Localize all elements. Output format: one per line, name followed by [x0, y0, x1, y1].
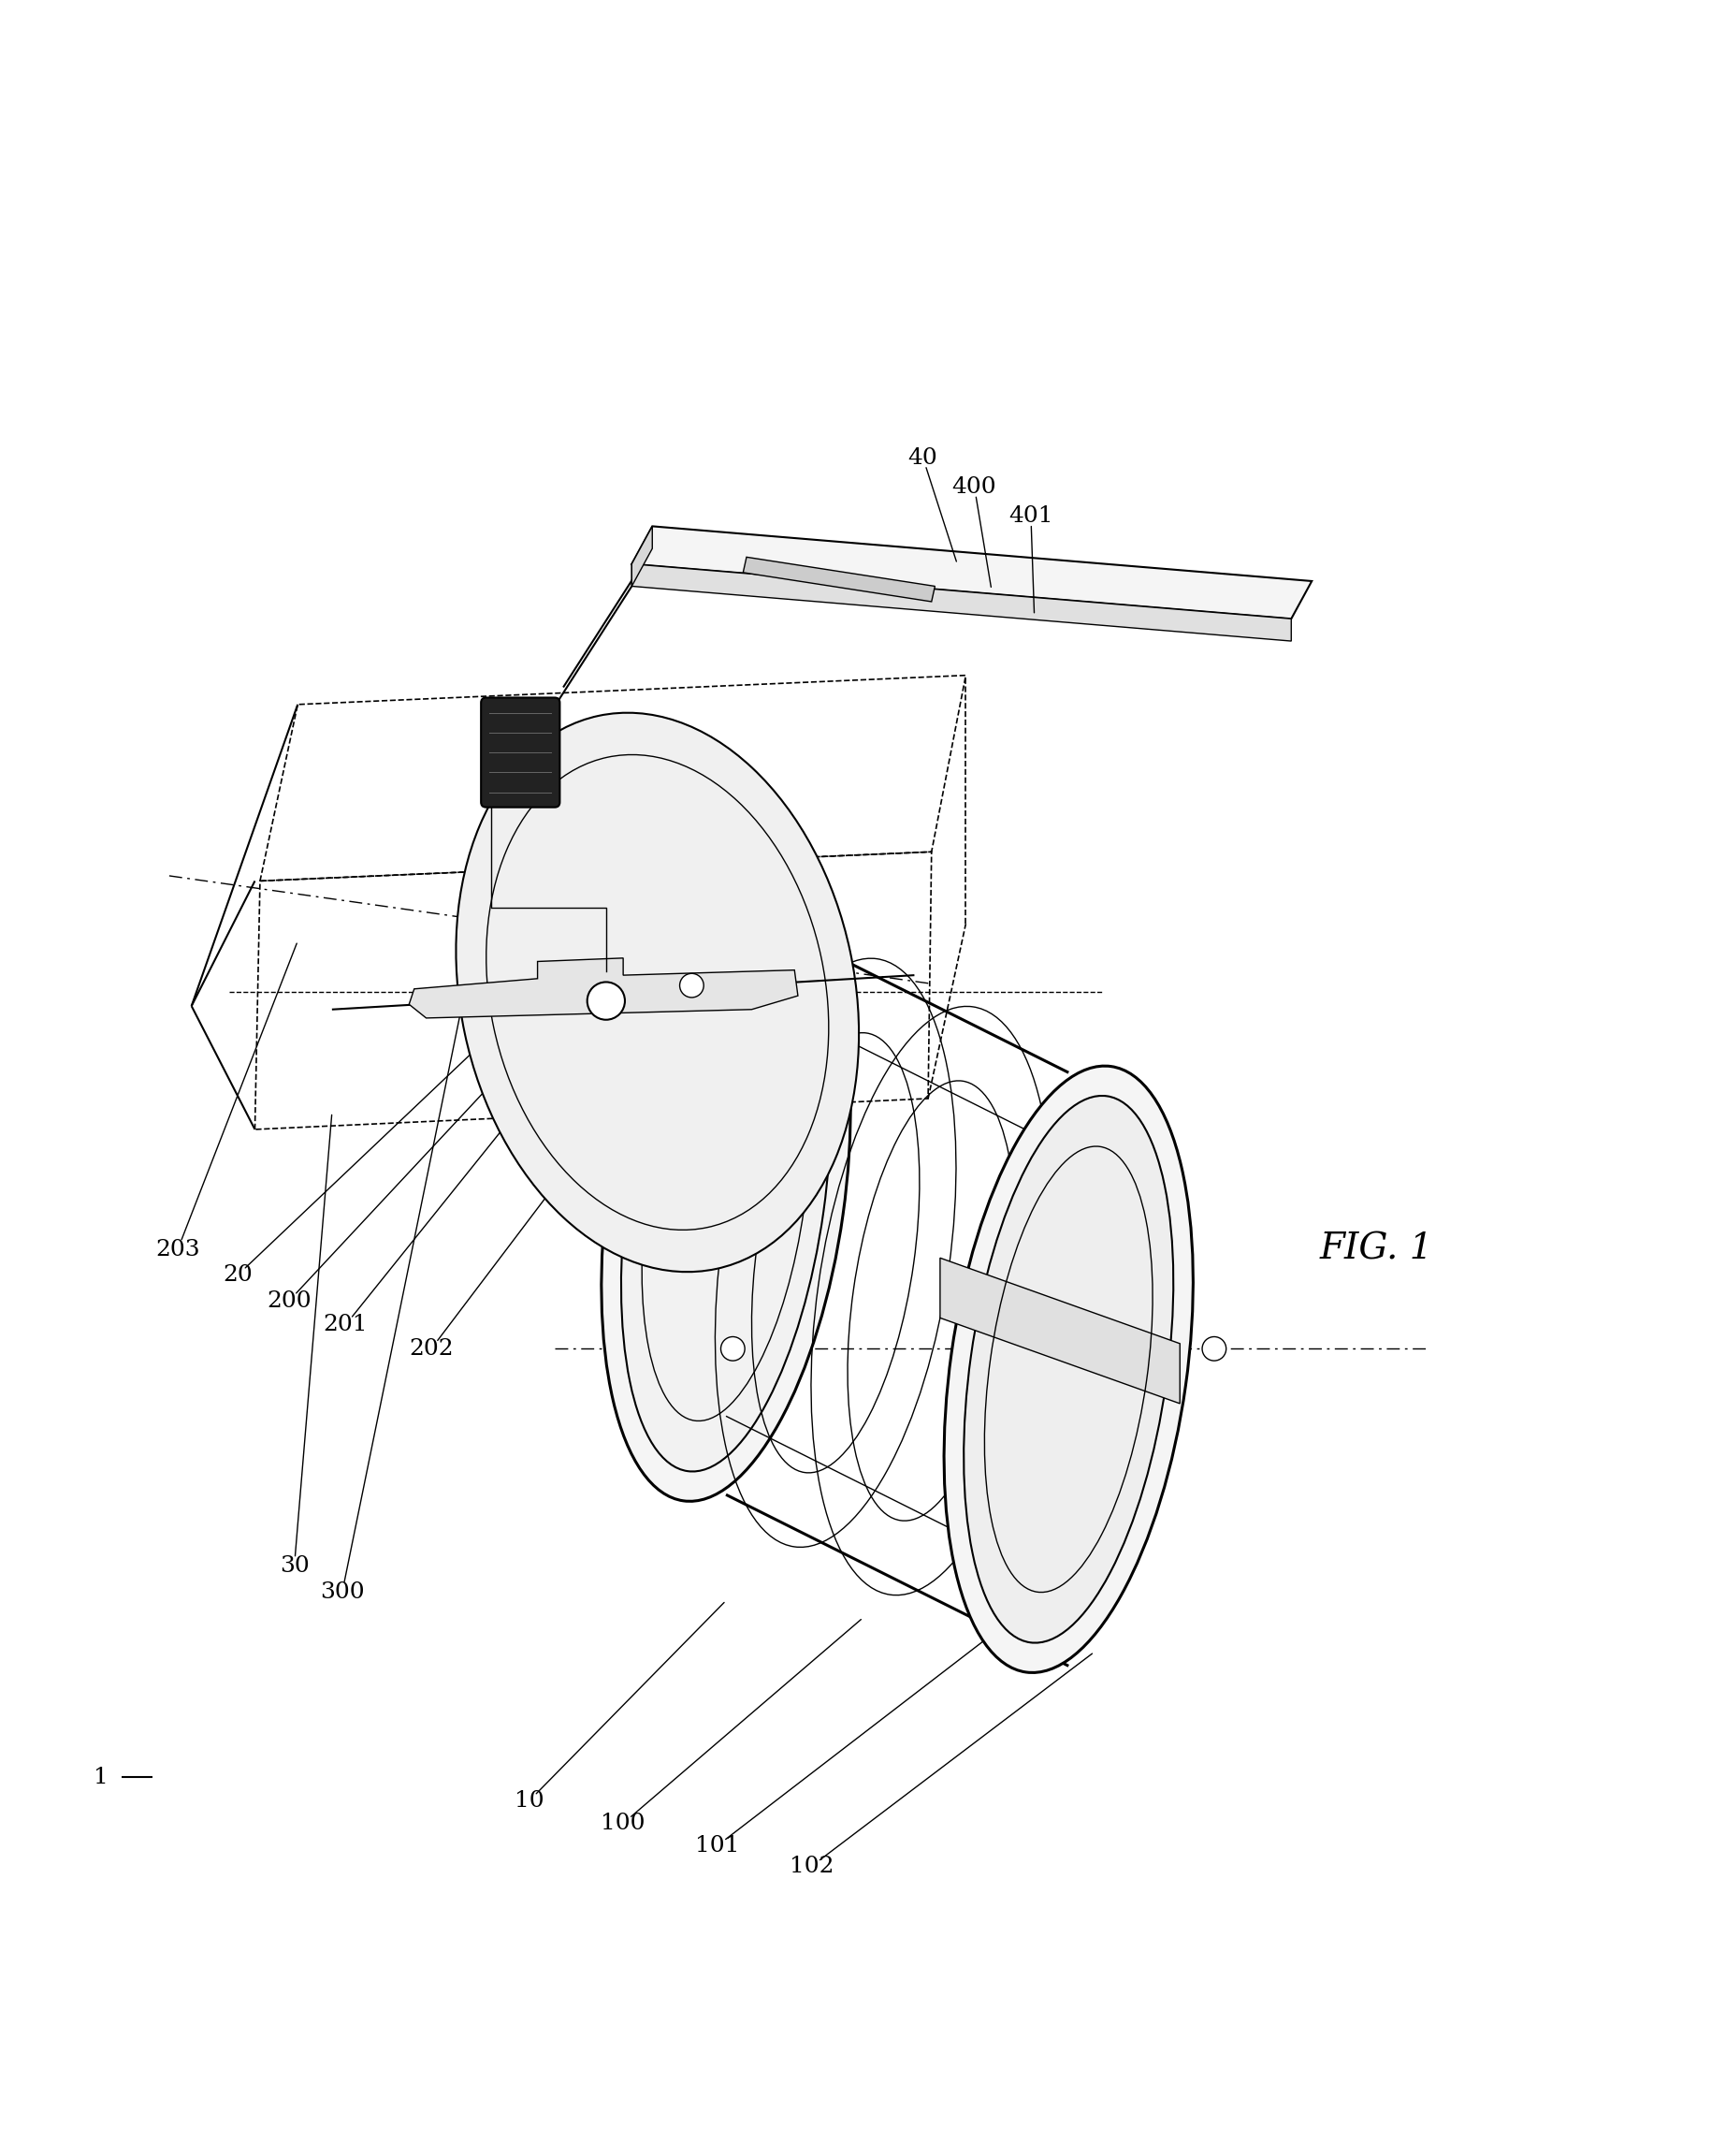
Text: 40: 40 [908, 446, 937, 468]
Ellipse shape [601, 895, 851, 1501]
Circle shape [721, 1337, 746, 1360]
Text: 10: 10 [514, 1789, 544, 1811]
Text: 30: 30 [280, 1557, 309, 1576]
Polygon shape [409, 957, 797, 1018]
Text: 20: 20 [223, 1263, 252, 1285]
Text: 1: 1 [93, 1766, 109, 1787]
Ellipse shape [621, 925, 830, 1473]
Text: 102: 102 [789, 1856, 834, 1878]
Polygon shape [744, 556, 935, 602]
Circle shape [587, 981, 625, 1020]
Polygon shape [632, 526, 1312, 619]
Text: 400: 400 [953, 476, 996, 498]
Text: 203: 203 [155, 1238, 200, 1259]
Polygon shape [632, 565, 1291, 640]
Ellipse shape [963, 1095, 1174, 1643]
Circle shape [680, 975, 704, 998]
Text: 200: 200 [268, 1289, 311, 1311]
Text: FIG. 1: FIG. 1 [1320, 1231, 1434, 1268]
Text: 101: 101 [696, 1835, 739, 1856]
Polygon shape [632, 526, 652, 586]
Text: 201: 201 [323, 1313, 368, 1335]
Text: 401: 401 [1008, 505, 1053, 526]
Ellipse shape [456, 714, 860, 1272]
Text: 300: 300 [319, 1580, 364, 1602]
Circle shape [1203, 1337, 1225, 1360]
FancyBboxPatch shape [482, 699, 559, 806]
Ellipse shape [944, 1065, 1193, 1673]
Text: 100: 100 [601, 1813, 646, 1835]
Text: 202: 202 [409, 1339, 454, 1360]
Polygon shape [941, 1257, 1181, 1404]
